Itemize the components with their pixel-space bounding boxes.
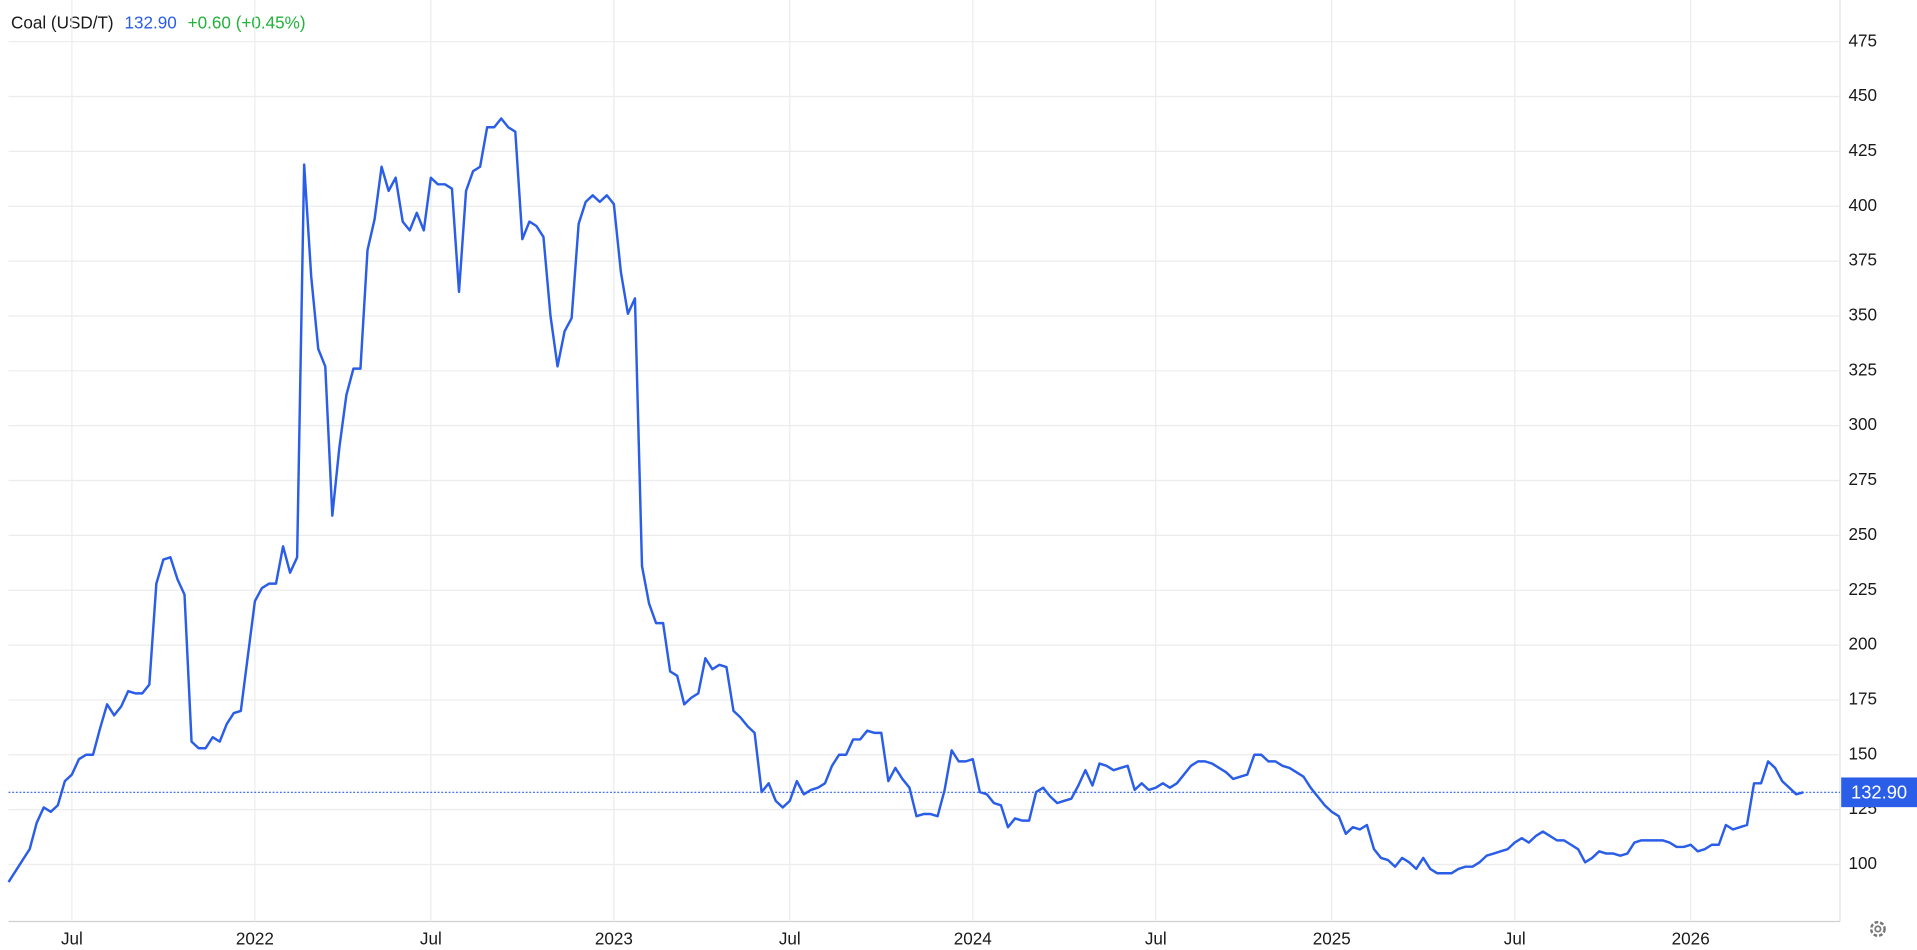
y-tick-label: 100 [1849, 853, 1878, 873]
y-tick-label: 175 [1849, 688, 1878, 708]
x-tick-label: Jul [779, 929, 801, 949]
y-tick-label: 325 [1849, 359, 1878, 379]
x-tick-label: 2025 [1313, 929, 1351, 949]
price-line [7, 117, 1804, 883]
x-tick-label: Jul [1145, 929, 1167, 949]
y-tick-label: 250 [1849, 524, 1878, 544]
settings-icon[interactable] [1869, 920, 1886, 938]
y-tick-label: 150 [1849, 743, 1878, 763]
x-tick-label: Jul [420, 929, 442, 949]
y-tick-label: 400 [1849, 195, 1878, 215]
y-tick-label: 425 [1849, 140, 1878, 160]
y-tick-label: 350 [1849, 304, 1878, 324]
gear-hub [1874, 925, 1882, 933]
y-tick-label: 300 [1849, 414, 1878, 434]
x-tick-label: 2022 [236, 929, 274, 949]
x-tick-label: Jul [61, 929, 83, 949]
x-tick-label: 2026 [1672, 929, 1710, 949]
y-tick-label: 200 [1849, 634, 1878, 654]
y-tick-label: 225 [1849, 579, 1878, 599]
y-tick-label: 475 [1849, 30, 1878, 50]
current-price-label: 132.90 [1851, 781, 1907, 802]
current-price-box [1841, 777, 1917, 808]
y-tick-label: 275 [1849, 469, 1878, 489]
current-price: 132.90 [124, 12, 176, 32]
x-tick-label: Jul [1504, 929, 1526, 949]
instrument-title: Coal (USD/T) [11, 12, 114, 32]
y-tick-label: 450 [1849, 85, 1878, 105]
gear-teeth [1869, 920, 1886, 938]
y-tick-label: 375 [1849, 250, 1878, 270]
header: Coal (USD/T) 132.90 +0.60 (+0.45%) [11, 12, 306, 32]
x-tick-label: 2023 [595, 929, 633, 949]
x-tick-label: 2024 [954, 929, 992, 949]
price-change: +0.60 (+0.45%) [188, 12, 306, 32]
grid [8, 0, 1840, 922]
